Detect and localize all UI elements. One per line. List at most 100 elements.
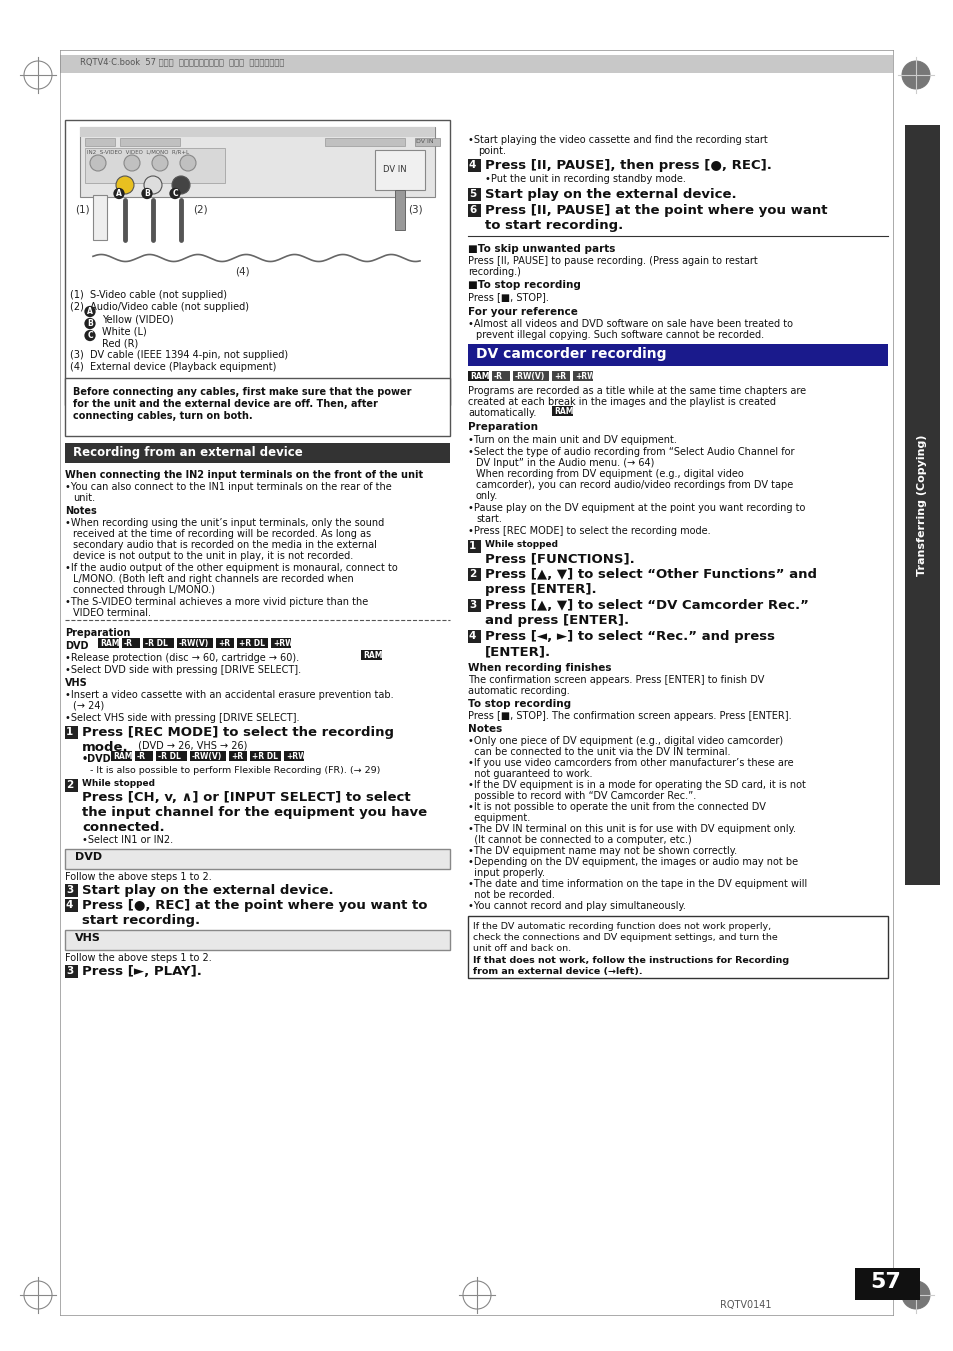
Bar bbox=[65, 780, 78, 792]
Text: •The S-VIDEO terminal achieves a more vivid picture than the: •The S-VIDEO terminal achieves a more vi… bbox=[65, 597, 368, 607]
Text: 3: 3 bbox=[469, 600, 476, 611]
Text: 3: 3 bbox=[66, 885, 73, 894]
Text: Yellow (VIDEO): Yellow (VIDEO) bbox=[102, 313, 173, 324]
Text: DVD: DVD bbox=[65, 640, 89, 651]
Text: Press [◄, ►] to select “Rec.” and press: Press [◄, ►] to select “Rec.” and press bbox=[484, 630, 774, 643]
Text: VHS: VHS bbox=[65, 678, 88, 688]
Text: can be connected to the unit via the DV IN terminal.: can be connected to the unit via the DV … bbox=[468, 747, 730, 757]
Text: IN2  S-VIDEO  VIDEO  L/MONO  R/R+L: IN2 S-VIDEO VIDEO L/MONO R/R+L bbox=[87, 150, 189, 155]
Bar bbox=[512, 372, 548, 381]
Text: input properly.: input properly. bbox=[468, 867, 544, 878]
Text: ■To stop recording: ■To stop recording bbox=[468, 280, 580, 290]
Text: VHS: VHS bbox=[75, 934, 101, 943]
Text: 6: 6 bbox=[469, 205, 476, 215]
Text: 2: 2 bbox=[66, 780, 73, 790]
Bar bbox=[176, 638, 213, 648]
Text: - It is also possible to perform Flexible Recording (FR). (→ 29): - It is also possible to perform Flexibl… bbox=[90, 766, 380, 775]
Text: To stop recording: To stop recording bbox=[468, 698, 571, 709]
Bar bbox=[80, 127, 435, 136]
Bar bbox=[120, 138, 180, 146]
Bar bbox=[65, 848, 450, 869]
Circle shape bbox=[180, 155, 195, 172]
Text: not be recorded.: not be recorded. bbox=[468, 890, 555, 900]
Text: A: A bbox=[87, 307, 92, 316]
Text: 4: 4 bbox=[469, 159, 476, 170]
Bar bbox=[375, 150, 424, 190]
Text: Press [II, PAUSE] to pause recording. (Press again to restart: Press [II, PAUSE] to pause recording. (P… bbox=[468, 255, 757, 266]
Text: •When recording using the unit’s input terminals, only the sound: •When recording using the unit’s input t… bbox=[65, 517, 384, 528]
Bar bbox=[468, 630, 480, 643]
Text: from an external device (→left).: from an external device (→left). bbox=[473, 967, 642, 975]
Text: Transferring (Copying): Transferring (Copying) bbox=[916, 434, 926, 576]
Bar bbox=[904, 126, 939, 885]
Bar bbox=[395, 190, 405, 230]
Text: •Release protection (disc → 60, cartridge → 60).: •Release protection (disc → 60, cartridg… bbox=[65, 653, 299, 663]
Bar bbox=[468, 916, 887, 978]
Text: the input channel for the equipment you have: the input channel for the equipment you … bbox=[82, 807, 427, 819]
Text: •If the DV equipment is in a mode for operating the SD card, it is not: •If the DV equipment is in a mode for op… bbox=[468, 780, 805, 790]
Text: RAM: RAM bbox=[554, 407, 573, 416]
Text: (4)  External device (Playback equipment): (4) External device (Playback equipment) bbox=[70, 362, 276, 372]
Bar bbox=[142, 638, 173, 648]
Text: +R: +R bbox=[217, 639, 230, 648]
Text: RAM: RAM bbox=[112, 753, 132, 761]
Text: unit off and back on.: unit off and back on. bbox=[473, 944, 571, 952]
Text: •Select IN1 or IN2.: •Select IN1 or IN2. bbox=[82, 835, 172, 844]
Bar bbox=[552, 407, 572, 416]
Bar bbox=[572, 372, 593, 381]
Bar bbox=[92, 195, 107, 240]
Text: B: B bbox=[87, 319, 92, 328]
Circle shape bbox=[124, 155, 140, 172]
Text: •Press [REC MODE] to select the recording mode.: •Press [REC MODE] to select the recordin… bbox=[468, 526, 710, 536]
Text: L/MONO. (Both left and right channels are recorded when: L/MONO. (Both left and right channels ar… bbox=[73, 574, 354, 584]
Text: not guaranteed to work.: not guaranteed to work. bbox=[468, 769, 592, 780]
Bar bbox=[468, 204, 480, 218]
Text: Press [●, REC] at the point where you want to: Press [●, REC] at the point where you wa… bbox=[82, 898, 427, 912]
Text: •You cannot record and play simultaneously.: •You cannot record and play simultaneous… bbox=[468, 901, 685, 911]
Text: •The DV equipment name may not be shown correctly.: •The DV equipment name may not be shown … bbox=[468, 846, 737, 857]
Bar bbox=[250, 751, 280, 761]
Circle shape bbox=[116, 176, 133, 195]
Text: prevent illegal copying. Such software cannot be recorded.: prevent illegal copying. Such software c… bbox=[476, 330, 763, 340]
Bar bbox=[121, 638, 139, 648]
Text: Press [▲, ▼] to select “Other Functions” and: Press [▲, ▼] to select “Other Functions”… bbox=[484, 567, 816, 581]
Bar bbox=[854, 1269, 919, 1300]
Bar bbox=[155, 751, 187, 761]
Text: Preparation: Preparation bbox=[65, 628, 131, 638]
Text: secondary audio that is recorded on the media in the external: secondary audio that is recorded on the … bbox=[73, 540, 376, 550]
Bar bbox=[271, 638, 291, 648]
Text: •Put the unit in recording standby mode.: •Put the unit in recording standby mode. bbox=[484, 174, 685, 184]
Text: RQTV0141: RQTV0141 bbox=[720, 1300, 771, 1310]
Text: start recording.: start recording. bbox=[82, 915, 200, 927]
Text: +RW: +RW bbox=[286, 753, 306, 761]
Text: -RW(V): -RW(V) bbox=[178, 639, 209, 648]
Text: (→ 24): (→ 24) bbox=[73, 701, 104, 711]
Text: 4: 4 bbox=[469, 631, 476, 640]
Bar bbox=[98, 638, 118, 648]
Text: -R DL: -R DL bbox=[157, 753, 180, 761]
Text: •Select the type of audio recording from “Select Audio Channel for: •Select the type of audio recording from… bbox=[468, 447, 794, 457]
Text: •Pause play on the DV equipment at the point you want recording to: •Pause play on the DV equipment at the p… bbox=[468, 503, 804, 513]
Text: Recording from an external device: Recording from an external device bbox=[73, 446, 302, 459]
Bar bbox=[468, 188, 480, 201]
Text: Red (R): Red (R) bbox=[102, 338, 138, 349]
Text: Press [■, STOP]. The confirmation screen appears. Press [ENTER].: Press [■, STOP]. The confirmation screen… bbox=[468, 711, 791, 721]
Text: DV IN: DV IN bbox=[416, 139, 434, 145]
Circle shape bbox=[152, 155, 168, 172]
Text: DV camcorder recording: DV camcorder recording bbox=[476, 347, 666, 361]
Text: Press [FUNCTIONS].: Press [FUNCTIONS]. bbox=[484, 553, 634, 565]
Bar bbox=[468, 372, 488, 381]
Text: +RW: +RW bbox=[273, 639, 293, 648]
Text: equipment.: equipment. bbox=[468, 813, 530, 823]
Text: While stopped: While stopped bbox=[484, 540, 558, 549]
Text: Follow the above steps 1 to 2.: Follow the above steps 1 to 2. bbox=[65, 871, 212, 882]
Text: •It is not possible to operate the unit from the connected DV: •It is not possible to operate the unit … bbox=[468, 802, 765, 812]
Text: •Start playing the video cassette and find the recording start: •Start playing the video cassette and fi… bbox=[468, 135, 767, 145]
Bar bbox=[468, 598, 480, 612]
Circle shape bbox=[144, 176, 162, 195]
Text: only.: only. bbox=[476, 490, 497, 501]
Text: DV Input” in the Audio menu. (→ 64): DV Input” in the Audio menu. (→ 64) bbox=[476, 458, 654, 467]
Text: Preparation: Preparation bbox=[468, 422, 537, 432]
Text: connecting cables, turn on both.: connecting cables, turn on both. bbox=[73, 411, 253, 422]
Text: •The DV IN terminal on this unit is for use with DV equipment only.: •The DV IN terminal on this unit is for … bbox=[468, 824, 795, 834]
